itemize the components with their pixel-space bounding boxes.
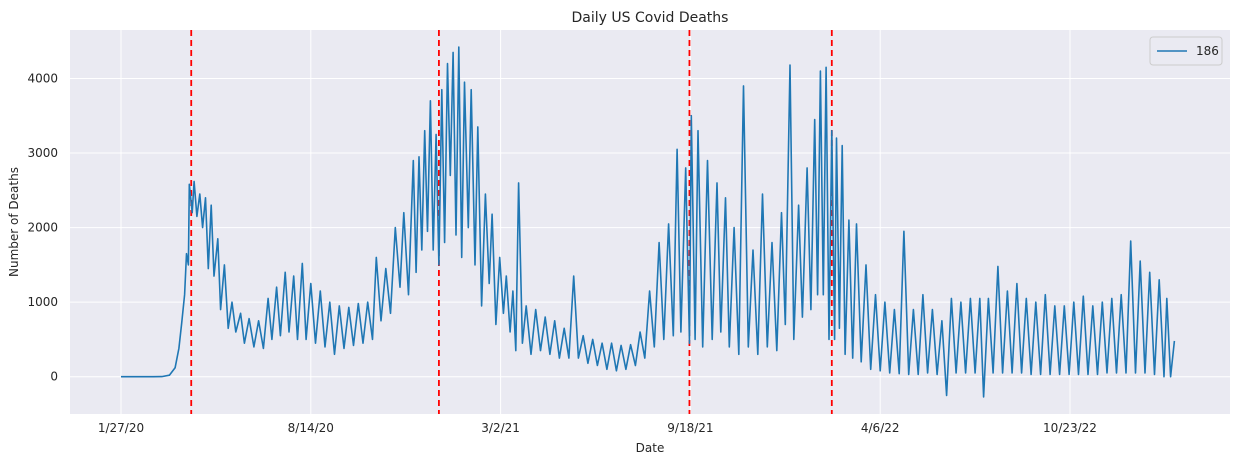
x-tick-label: 10/23/22 xyxy=(1043,421,1097,435)
legend-label: 186 xyxy=(1196,44,1219,58)
x-tick-label: 9/18/21 xyxy=(667,421,713,435)
y-tick-label: 3000 xyxy=(27,146,58,160)
y-tick-label: 1000 xyxy=(27,295,58,309)
x-tick-label: 4/6/22 xyxy=(861,421,900,435)
y-tick-label: 2000 xyxy=(27,221,58,235)
y-tick-label: 4000 xyxy=(27,71,58,85)
y-tick-label: 0 xyxy=(50,370,58,384)
x-tick-labels: 1/27/20 8/14/20 3/2/21 9/18/21 4/6/22 10/23/2… xyxy=(98,421,1097,435)
x-tick-label: 3/2/21 xyxy=(481,421,520,435)
chart-title: Daily US Covid Deaths xyxy=(572,10,729,26)
y-axis-label: Number of Deaths xyxy=(7,167,21,277)
legend: 186 xyxy=(1149,36,1223,66)
x-tick-label: 8/14/20 xyxy=(288,421,334,435)
x-axis-label: Date xyxy=(636,441,665,455)
x-tick-label: 1/27/20 xyxy=(98,421,144,435)
series-line xyxy=(121,46,1176,398)
plot-area xyxy=(70,30,1230,414)
y-tick-labels: 0 1000 2000 3000 4000 xyxy=(27,71,58,383)
